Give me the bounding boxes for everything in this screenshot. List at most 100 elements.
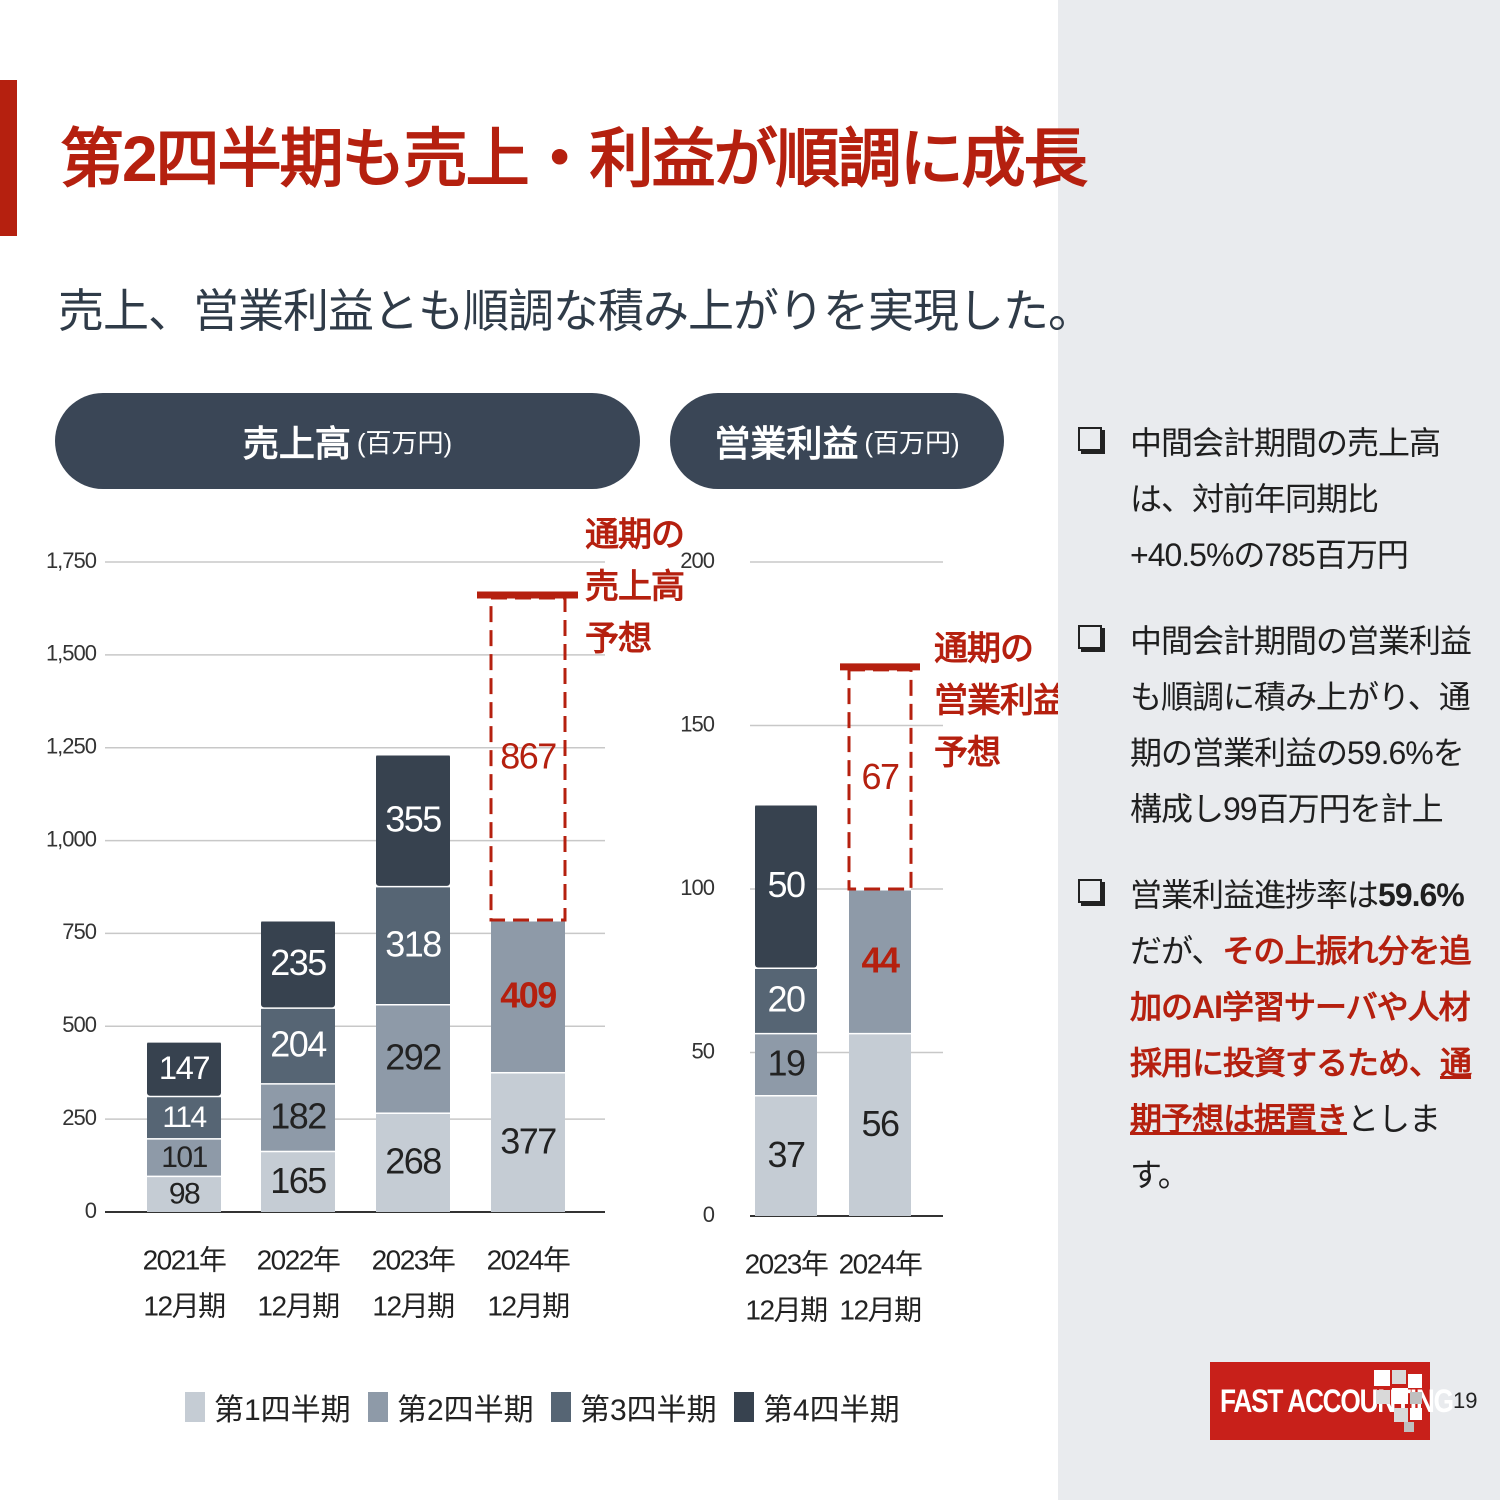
profit-forecast-annotation: 営業利益 [934,682,1058,720]
profit-value-label: 37 [767,1134,805,1175]
sales-bar-segment [491,1071,565,1212]
sales-value-label: 101 [161,1141,207,1174]
sales-bar-segment [261,920,335,1008]
sales-bar-segment [376,1004,450,1113]
sales-category-label: 2023年 [372,1244,455,1275]
sales-ytick-label: 1,250 [46,734,97,759]
legend-label-q4: 第4四半期 [763,1394,900,1427]
profit-bar-segment [755,1032,817,1096]
legend-item-q4: 第4四半期 [734,1385,917,1429]
profit-value-label: 19 [767,1042,805,1083]
sales-bar-segment [261,1007,335,1084]
legend-item-q3: 第3四半期 [551,1385,734,1429]
sales-value-label: 114 [162,1101,206,1134]
profit-bar-segment [755,803,817,968]
side-panel [1058,0,1500,1500]
bullet-item: 営業利益進捗率は59.6% だが、その上振れ分を追加のAI学習サーバや人材採用に投… [1078,867,1478,1203]
sales-panel-label: 売上高 [242,423,351,464]
charts-canvas: 02505007501,0001,2501,5001,7509810111414… [46,516,1058,1325]
profit-panel-header: 営業利益 (百万円) [670,393,1004,489]
profit-category-label: 12月期 [745,1294,826,1325]
sales-bar-segment [147,1138,221,1176]
bullet-item: 中間会計期間の売上高は、対前年同期比+40.5%の785百万円 [1078,415,1478,583]
sales-ytick-label: 750 [62,919,96,944]
bullet-text-sales: 中間会計期間の売上高は、対前年同期比+40.5%の785百万円 [1130,425,1441,573]
sales-value-label: 204 [270,1024,326,1065]
bullet3-emphasis: その上振れ分を追加のAI学習サーバや人材採用に投資するため、 [1130,933,1471,1081]
legend-item-q2: 第2四半期 [368,1385,551,1429]
sales-value-label: 147 [159,1049,209,1086]
bullet3-forecast-unchanged: 通期予想は据置き [1130,1045,1472,1137]
profit-ytick-label: 150 [680,711,714,736]
profit-bar-segment [849,1032,911,1216]
profit-ytick-label: 0 [703,1202,715,1227]
legend-swatch-q1 [185,1392,205,1422]
sales-bar-segment [376,754,450,886]
bullet-item: 中間会計期間の営業利益も順調に積み上がり、通期の営業利益の59.6%を構成し99… [1078,613,1478,837]
bullet3-part1: 営業利益進捗率は [1130,877,1379,913]
sales-value-label: 165 [270,1160,326,1201]
profit-category-label: 2024年 [839,1248,922,1279]
bullet-text-profit: 中間会計期間の営業利益も順調に積み上がり、通期の営業利益の59.6%を構成し99… [1130,623,1472,827]
company-logo: FAST ACCOUNTING [1210,1362,1454,1440]
sales-value-label: 235 [270,942,326,983]
profit-panel-unit: (百万円) [864,427,960,458]
profit-ytick-label: 100 [680,875,714,900]
bullet3-part6: とします。 [1130,1101,1441,1193]
sales-ytick-label: 250 [62,1105,96,1130]
sales-bar-segment [261,1083,335,1151]
sales-value-label: 98 [169,1178,200,1211]
profit-bar-segment [755,967,817,1033]
sales-bar-segment [491,920,565,1072]
bullet3-progress-rate: 59.6% [1378,877,1465,913]
sales-ytick-label: 1,750 [46,548,97,573]
bullet-text-progress: 営業利益進捗率は59.6% だが、その上振れ分を追加のAI学習サーバや人材採用に投… [1130,867,1478,1203]
checkbox-bullet-icon [1078,427,1102,451]
sales-value-label: 377 [500,1121,556,1162]
legend-item-q1: 第1四半期 [185,1385,368,1429]
sales-value-label: 182 [270,1095,326,1136]
profit-category-label: 2023年 [745,1248,828,1279]
chart-legend: 第1四半期 第2四半期 第3四半期 第4四半期 [185,1385,917,1429]
legend-label-q1: 第1四半期 [214,1394,351,1427]
profit-bar-segment [755,1095,817,1216]
sales-value-label: 409 [500,975,556,1016]
legend-swatch-q3 [551,1392,571,1422]
sales-bar-segment [147,1041,221,1096]
sales-category-label: 2024年 [487,1244,570,1275]
legend-swatch-q4 [734,1392,754,1422]
sales-bar-segment [147,1095,221,1139]
sales-ytick-label: 1,000 [46,826,97,851]
sales-forecast-annotation: 予想 [585,620,652,658]
sales-bar-segment [376,1112,450,1212]
sales-bar-segment [376,885,450,1004]
sales-category-label: 12月期 [372,1290,453,1321]
sales-category-label: 12月期 [257,1290,338,1321]
profit-forecast-value-label: 67 [861,756,899,797]
sales-category-label: 2021年 [143,1244,226,1275]
sales-value-label: 268 [385,1141,441,1182]
profit-forecast-annotation: 予想 [934,734,1001,772]
sales-forecast-annotation: 通期の [585,516,684,554]
profit-bar-segment [849,889,911,1033]
profit-ytick-label: 50 [692,1038,715,1063]
legend-label-q3: 第3四半期 [580,1394,717,1427]
legend-label-q2: 第2四半期 [397,1394,534,1427]
checkbox-bullet-icon [1078,879,1102,903]
slide-title: 第2四半期も売上・利益が順調に成長 [60,123,1088,195]
profit-forecast-annotation: 通期の [934,630,1033,668]
checkbox-bullet-icon [1078,625,1102,649]
sales-forecast-value-label: 867 [500,736,556,777]
sales-category-label: 2022年 [257,1244,340,1275]
sales-value-label: 318 [385,923,441,964]
legend-swatch-q2 [368,1392,388,1422]
sales-category-label: 12月期 [143,1290,224,1321]
sales-category-label: 12月期 [487,1290,568,1321]
profit-panel-label: 営業利益 [714,423,859,464]
sales-value-label: 292 [385,1037,441,1078]
profit-value-label: 56 [861,1103,899,1144]
profit-category-label: 12月期 [839,1294,920,1325]
sales-panel-unit: (百万円) [356,427,453,458]
sales-ytick-label: 0 [85,1198,97,1223]
title-accent-bar [0,80,17,236]
